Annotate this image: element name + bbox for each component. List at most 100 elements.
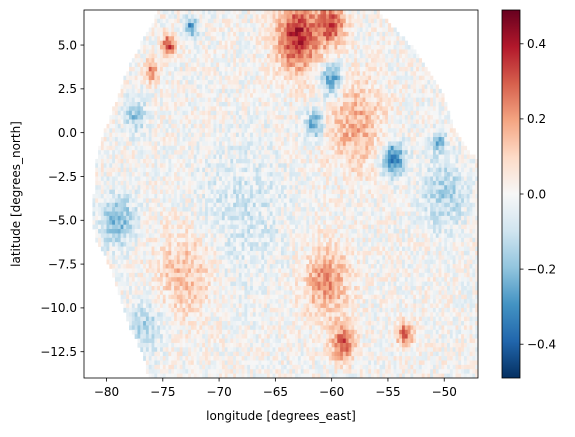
heatmap-cell	[323, 88, 327, 94]
heatmap-cell	[309, 185, 313, 190]
heatmap-cell	[283, 23, 287, 28]
heatmap-cell	[362, 80, 366, 85]
heatmap-cell	[356, 194, 361, 199]
heatmap-cell	[174, 128, 178, 134]
heatmap-cell	[126, 110, 130, 116]
heatmap-cell	[109, 137, 113, 142]
heatmap-cell	[227, 150, 231, 155]
heatmap-cell	[320, 88, 324, 94]
heatmap-cell	[371, 66, 375, 72]
heatmap-cell	[444, 158, 448, 164]
heatmap-cell	[399, 62, 403, 68]
heatmap-cell	[148, 167, 152, 173]
heatmap-cell	[475, 189, 478, 195]
heatmap-cell	[306, 176, 310, 182]
heatmap-cell	[193, 62, 197, 68]
heatmap-cell	[233, 66, 237, 72]
heatmap-cell	[435, 115, 439, 120]
heatmap-cell	[171, 123, 175, 129]
heatmap-cell	[272, 163, 276, 169]
heatmap-cell	[134, 145, 138, 151]
heatmap-cell	[241, 10, 245, 15]
heatmap-cell	[275, 53, 279, 59]
heatmap-cell	[179, 185, 183, 190]
heatmap-cell	[182, 18, 186, 24]
heatmap-cell	[233, 176, 237, 182]
heatmap-cell	[188, 167, 192, 173]
heatmap-cell	[148, 62, 152, 68]
heatmap-cell	[235, 128, 240, 134]
heatmap-cell	[199, 123, 203, 129]
heatmap-cell	[416, 167, 420, 173]
heatmap-cell	[385, 189, 389, 195]
heatmap-cell	[109, 172, 113, 177]
heatmap-cell	[255, 119, 259, 125]
heatmap-cell	[159, 75, 164, 81]
heatmap-cell	[148, 119, 152, 125]
heatmap-cell	[306, 97, 310, 103]
heatmap-cell	[207, 49, 211, 55]
heatmap-cell	[376, 180, 380, 186]
heatmap-cell	[112, 106, 116, 112]
heatmap-cell	[390, 75, 394, 81]
heatmap-cell	[219, 10, 223, 15]
heatmap-cell	[213, 106, 217, 112]
heatmap-cell	[309, 23, 313, 28]
heatmap-cell	[159, 132, 164, 138]
heatmap-cell	[210, 53, 214, 59]
heatmap-cell	[278, 137, 282, 142]
heatmap-cell	[182, 128, 186, 134]
heatmap-cell	[396, 172, 400, 177]
heatmap-cell	[402, 141, 406, 147]
heatmap-cell	[278, 106, 282, 112]
heatmap-cell	[210, 88, 214, 94]
heatmap-cell	[297, 158, 302, 164]
heatmap-cell	[407, 75, 411, 81]
heatmap-cell	[413, 158, 417, 164]
heatmap-cell	[182, 150, 186, 155]
heatmap-cell	[295, 23, 299, 28]
heatmap-cell	[385, 40, 389, 46]
heatmap-cell	[247, 45, 251, 50]
heatmap-cell	[233, 49, 237, 55]
heatmap-cell	[190, 49, 195, 55]
heatmap-cell	[416, 62, 420, 68]
heatmap-cell	[230, 115, 234, 120]
heatmap-cell	[387, 66, 392, 72]
heatmap-cell	[165, 88, 169, 94]
heatmap-cell	[171, 45, 175, 50]
heatmap-cell	[323, 23, 327, 28]
heatmap-cell	[216, 128, 220, 134]
heatmap-cell	[435, 106, 439, 112]
heatmap-cell	[390, 180, 394, 186]
heatmap-cell	[418, 141, 423, 147]
heatmap-cell	[247, 31, 251, 37]
heatmap-cell	[286, 154, 290, 160]
heatmap-cell	[176, 132, 181, 138]
heatmap-cell	[134, 180, 138, 186]
heatmap-cell	[376, 14, 380, 20]
heatmap-cell	[131, 84, 135, 90]
heatmap-cell	[196, 97, 200, 103]
heatmap-cell	[202, 75, 206, 81]
heatmap-cell	[382, 154, 386, 160]
heatmap-cell	[190, 163, 195, 169]
heatmap-cell	[252, 167, 257, 173]
heatmap-cell	[286, 176, 290, 182]
heatmap-cell	[354, 45, 358, 50]
heatmap-cell	[463, 189, 468, 195]
heatmap-cell	[359, 158, 363, 164]
heatmap-cell	[340, 49, 344, 55]
heatmap-cell	[261, 45, 265, 50]
heatmap-cell	[159, 180, 164, 186]
heatmap-cell	[193, 110, 197, 116]
heatmap-cell	[235, 58, 240, 63]
heatmap-cell	[241, 110, 245, 116]
heatmap-cell	[179, 172, 183, 177]
heatmap-cell	[334, 176, 338, 182]
heatmap-cell	[219, 167, 223, 173]
heatmap-cell	[216, 189, 220, 195]
heatmap-cell	[435, 132, 439, 138]
heatmap-cell	[159, 163, 164, 169]
heatmap-cell	[399, 45, 403, 50]
